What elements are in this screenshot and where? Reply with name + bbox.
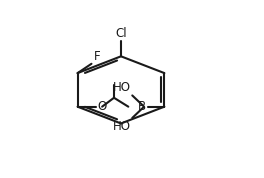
Text: Cl: Cl	[115, 27, 127, 40]
Text: O: O	[98, 100, 107, 113]
Text: HO: HO	[113, 81, 131, 94]
Text: HO: HO	[113, 120, 131, 133]
Text: F: F	[93, 50, 100, 63]
Text: B: B	[138, 100, 146, 113]
